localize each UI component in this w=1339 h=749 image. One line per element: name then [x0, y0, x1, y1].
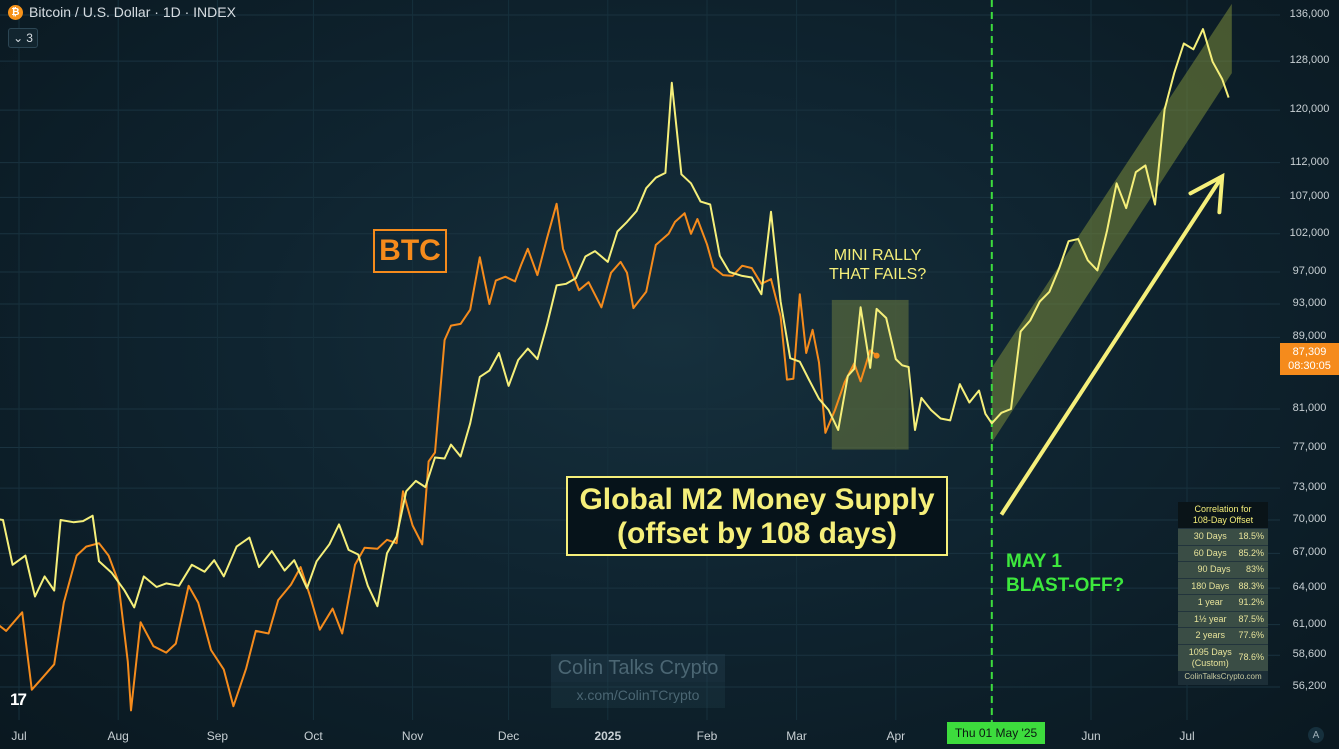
period-cell: 1½ year [1193, 613, 1227, 624]
mini-rally-line1: MINI RALLY [833, 247, 922, 264]
indicator-count: 3 [26, 31, 33, 45]
y-tick-label: 102,000 [1289, 226, 1330, 239]
chevron-down-icon: ⌄ [13, 31, 24, 45]
crosshair-date-tag: Thu 01 May '25 [947, 722, 1045, 744]
uptrend-channel [991, 3, 1232, 443]
may-blastoff-note: MAY 1 BLAST-OFF? [1006, 550, 1124, 598]
correlation-source: ColinTalksCrypto.com [1184, 672, 1262, 681]
correlation-title: Correlation for 108-Day Offset [1178, 502, 1268, 528]
x-tick-label: 2025 [594, 729, 622, 743]
x-tick-label: Jun [1081, 729, 1101, 743]
btc-label: BTC [373, 229, 447, 273]
y-tick-label: 89,000 [1292, 330, 1327, 343]
table-row: 1½ year 87.5% [1178, 610, 1268, 627]
y-tick-label: 120,000 [1289, 103, 1330, 116]
correlation-title-line2: 108-Day Offset [1192, 515, 1254, 525]
btc-last-point [873, 352, 880, 359]
x-tick-label: Oct [304, 729, 323, 743]
blastoff-arrow [999, 175, 1224, 516]
value-cell: 18.5% [1238, 531, 1264, 541]
bitcoin-icon: ₿ [8, 4, 23, 20]
value-cell: 91.2% [1238, 597, 1264, 607]
y-tick-label: 61,000 [1292, 617, 1327, 630]
period-cell: 90 Days [1197, 564, 1231, 574]
watermark-handle: x.com/ColinTCrypto [551, 682, 725, 708]
value-cell: 78.6% [1238, 652, 1264, 662]
y-tick-label: 93,000 [1292, 296, 1327, 309]
auto-scale-button[interactable]: A [1308, 727, 1324, 743]
value-cell: 85.2% [1238, 547, 1264, 558]
mini-rally-line2: THAT FAILS? [829, 266, 927, 283]
y-tick-label: 128,000 [1289, 54, 1330, 67]
y-tick-label: 56,200 [1292, 680, 1327, 692]
table-row: 180 Days 88.3% [1178, 577, 1268, 594]
x-tick-label: Dec [497, 729, 520, 743]
x-tick-label: Nov [401, 729, 424, 743]
value-cell: 88.3% [1238, 580, 1264, 591]
x-tick-label: Jul [11, 729, 27, 743]
last-price: 87,309 [1292, 346, 1327, 358]
table-row: 2 years 77.6% [1178, 627, 1268, 644]
value-cell: 83% [1245, 564, 1264, 574]
y-tick-label: 64,000 [1292, 581, 1327, 594]
table-row: 30 Days 18.5% [1178, 528, 1268, 545]
m2-supply-line [0, 28, 1230, 609]
btc-price-line [0, 202, 878, 712]
m2-label-line1: Global M2 Money Supply [579, 483, 935, 516]
x-tick-label: Jul [1179, 729, 1195, 743]
period-cell: 2 years [1195, 630, 1225, 640]
m2-label-line2: (offset by 108 days) [616, 517, 898, 550]
x-tick-label: Sep [206, 729, 229, 743]
y-tick-label: 112,000 [1290, 155, 1329, 168]
mini-rally-note: MINI RALLY THAT FAILS? [829, 246, 926, 284]
watermark: Colin Talks Crypto x.com/ColinTCrypto [551, 654, 725, 710]
y-tick-label: 67,000 [1292, 546, 1327, 559]
y-tick-label: 97,000 [1292, 264, 1327, 277]
x-tick-label: Apr [886, 729, 906, 743]
table-row: 1 year 91.2% [1178, 594, 1268, 611]
watermark-name: Colin Talks Crypto [551, 654, 725, 682]
period-cell: 60 Days [1193, 547, 1227, 558]
last-price-tag: 87,309 08:30:05 [1280, 343, 1339, 375]
may-note-line2: BLAST-OFF? [1006, 575, 1125, 596]
period-line2: (Custom) [1191, 657, 1229, 668]
period-cell: 180 Days [1191, 580, 1230, 591]
x-tick-label: Feb [696, 729, 718, 743]
m2-label-box: Global M2 Money Supply (offset by 108 da… [566, 476, 948, 556]
bar-countdown: 08:30:05 [1288, 360, 1331, 372]
x-tick-label: Mar [786, 729, 807, 743]
value-cell: 77.6% [1238, 630, 1264, 640]
period-line1: 1095 Days [1188, 646, 1232, 657]
period-cell: 1095 Days (Custom) [1182, 647, 1238, 669]
y-tick-label: 136,000 [1289, 8, 1330, 20]
table-row: 1095 Days (Custom) 78.6% [1178, 643, 1268, 671]
symbol-title[interactable]: Bitcoin / U.S. Dollar · 1D · INDEX [29, 4, 236, 20]
table-row: 60 Days 85.2% [1178, 544, 1268, 561]
chart-header[interactable]: ₿ Bitcoin / U.S. Dollar · 1D · INDEX [8, 4, 236, 20]
tradingview-logo[interactable]: 17 [10, 690, 27, 709]
y-tick-label: 58,600 [1292, 648, 1327, 661]
correlation-title-line1: Correlation for [1194, 504, 1252, 514]
y-tick-label: 70,000 [1292, 513, 1327, 526]
mini-rally-box [831, 299, 909, 450]
y-tick-label: 77,000 [1292, 440, 1327, 453]
y-tick-label: 81,000 [1292, 402, 1327, 415]
correlation-table: Correlation for 108-Day Offset 30 Days 18… [1178, 502, 1268, 685]
x-tick-label: Aug [107, 729, 129, 743]
period-cell: 30 Days [1193, 531, 1227, 541]
y-tick-label: 73,000 [1292, 481, 1327, 494]
blastoff-arrow-head [1188, 172, 1225, 215]
value-cell: 87.5% [1238, 613, 1264, 624]
y-tick-label: 107,000 [1289, 190, 1330, 203]
table-row: 90 Days 83% [1178, 561, 1268, 578]
may-note-line1: MAY 1 [1006, 551, 1062, 572]
indicators-toggle[interactable]: ⌄ 3 [8, 28, 38, 48]
period-cell: 1 year [1197, 597, 1223, 607]
